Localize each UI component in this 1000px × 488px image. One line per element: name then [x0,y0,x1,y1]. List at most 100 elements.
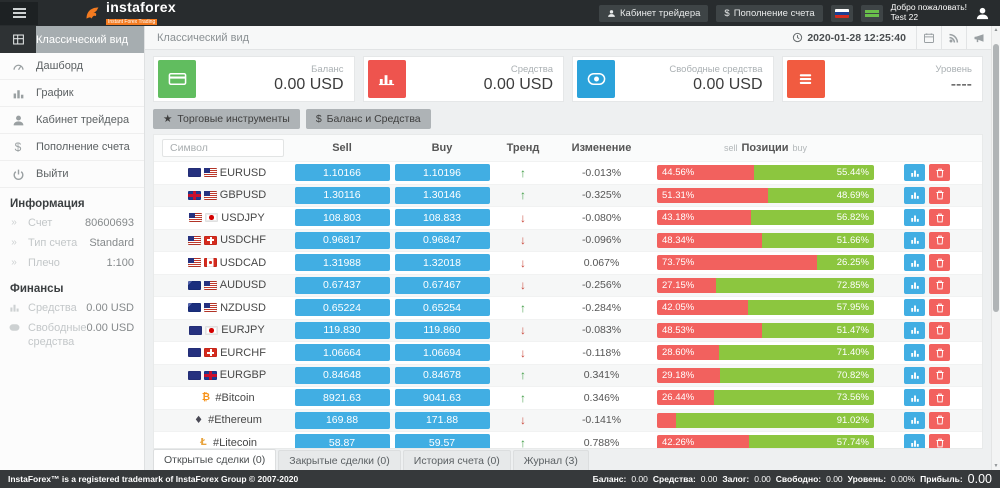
symbol-label: USDCHF [220,234,266,247]
sidebar-item-deposit[interactable]: $ Пополнение счета [0,134,144,161]
eu-flag-icon [188,348,202,358]
symbol-label: #Litecoin [212,436,258,448]
remove-instrument-button[interactable] [929,231,950,249]
remove-instrument-button[interactable] [929,276,950,294]
tab-inactive[interactable]: Журнал (3) [512,450,589,470]
sell-price-button[interactable]: 8921.63 [294,389,390,407]
sell-price-button[interactable]: 1.06664 [294,344,390,362]
sell-price-button[interactable]: 1.30116 [294,186,390,204]
toolbar: ★ Торговые инструменты $ Баланс и Средст… [153,109,983,129]
green-flag-icon[interactable] [860,4,883,22]
sidebar-item-dashboard[interactable]: Дашборд [0,53,144,80]
remove-instrument-button[interactable] [929,164,950,182]
open-chart-button[interactable] [904,299,925,317]
card-value: 0.00 USD [274,76,344,93]
positions-bar: 29.18% 70.82% [657,367,874,383]
open-chart-button[interactable] [904,321,925,339]
menu-toggle-icon[interactable] [0,1,38,25]
footer-stat-label: Залог: [722,474,750,484]
sell-price-button[interactable]: 119.830 [294,321,390,339]
remove-instrument-button[interactable] [929,186,950,204]
megaphone-icon[interactable] [966,26,991,49]
open-chart-button[interactable] [904,276,925,294]
sidebar-item-chart[interactable]: График [0,80,144,107]
card-label: Баланс [311,64,344,75]
ch-flag-icon [204,235,218,245]
open-chart-button[interactable] [904,411,925,429]
buy-price-button[interactable]: 1.32018 [394,254,490,272]
open-chart-button[interactable] [904,434,925,448]
russian-flag-icon[interactable] [830,4,853,22]
scroll-down-icon[interactable]: ▼ [993,463,999,469]
sell-price-button[interactable]: 0.65224 [294,299,390,317]
buy-positions-segment: 51.47% [762,322,874,338]
rss-icon[interactable] [941,26,966,49]
remove-instrument-button[interactable] [929,344,950,362]
open-chart-button[interactable] [904,254,925,272]
symbol-cell: EURJPY [162,324,292,336]
open-chart-button[interactable] [904,344,925,362]
instrument-row: USDCHF 0.96817 0.96847 ↓ -0.096% 48.34% 51.66% [154,228,982,251]
symbol-label: #Bitcoin [215,391,255,404]
sell-price-button[interactable]: 1.31988 [294,254,390,272]
sell-price-button[interactable]: 0.84648 [294,366,390,384]
symbol-search-input[interactable] [162,139,284,157]
sell-positions-segment: 51.31% [657,187,769,203]
positions-bar: 91.02% [657,412,874,428]
remove-instrument-button[interactable] [929,321,950,339]
buy-price-button[interactable]: 0.84678 [394,366,490,384]
open-chart-button[interactable] [904,231,925,249]
buy-price-button[interactable]: 171.88 [394,411,490,429]
remove-instrument-button[interactable] [929,411,950,429]
buy-price-button[interactable]: 1.10196 [394,164,490,182]
brand-logo[interactable]: instaforex Instant Forex Trading [84,0,176,26]
tab-inactive[interactable]: Закрытые сделки (0) [278,450,401,470]
remove-instrument-button[interactable] [929,366,950,384]
scrollbar-thumb[interactable] [993,44,999,312]
positions-bar: 43.18% 56.82% [657,210,874,226]
remove-instrument-button[interactable] [929,209,950,227]
remove-instrument-button[interactable] [929,254,950,272]
balance-funds-button[interactable]: $ Баланс и Средства [305,109,431,129]
remove-instrument-button[interactable] [929,434,950,448]
sell-price-button[interactable]: 169.88 [294,411,390,429]
user-avatar-icon[interactable] [975,6,990,21]
trading-instruments-button[interactable]: ★ Торговые инструменты [153,109,300,129]
open-chart-button[interactable] [904,164,925,182]
buy-price-button[interactable]: 0.65254 [394,299,490,317]
calendar-icon[interactable] [916,26,941,49]
trader-cabinet-button[interactable]: Кабинет трейдера [599,4,709,22]
deposit-button[interactable]: $ Пополнение счета [716,4,823,22]
sell-price-button[interactable]: 1.10166 [294,164,390,182]
sell-price-button[interactable]: 0.67437 [294,276,390,294]
tab-active[interactable]: Открытые сделки (0) [153,449,277,470]
sell-price-button[interactable]: 58.87 [294,434,390,448]
tab-inactive[interactable]: История счета (0) [402,450,511,470]
buy-price-button[interactable]: 1.30146 [394,186,490,204]
vertical-scrollbar[interactable]: ▲ ▼ [991,26,1000,470]
positions-bar: 73.75% 26.25% [657,255,874,271]
sell-price-button[interactable]: 0.96817 [294,231,390,249]
buy-price-button[interactable]: 0.96847 [394,231,490,249]
buy-price-button[interactable]: 0.67467 [394,276,490,294]
buy-price-button[interactable]: 9041.63 [394,389,490,407]
remove-instrument-button[interactable] [929,389,950,407]
scroll-up-icon[interactable]: ▲ [993,27,999,33]
sidebar-item-trader-cabinet[interactable]: Кабинет трейдера [0,107,144,134]
open-chart-button[interactable] [904,186,925,204]
open-chart-button[interactable] [904,389,925,407]
sidebar-item-logout[interactable]: Выйти [0,161,144,188]
open-chart-button[interactable] [904,209,925,227]
sell-price-button[interactable]: 108.803 [294,209,390,227]
buy-price-button[interactable]: 1.06694 [394,344,490,362]
buy-price-button[interactable]: 119.860 [394,321,490,339]
sidebar-item-classic-view[interactable]: Классический вид [0,26,144,53]
credit-card-icon [158,60,196,98]
card-label: Уровень [935,64,972,75]
open-chart-button[interactable] [904,366,925,384]
change-value: -0.256% [581,279,622,292]
copyright-text: InstaForex™ is a registered trademark of… [8,474,299,484]
buy-price-button[interactable]: 59.57 [394,434,490,448]
remove-instrument-button[interactable] [929,299,950,317]
buy-price-button[interactable]: 108.833 [394,209,490,227]
